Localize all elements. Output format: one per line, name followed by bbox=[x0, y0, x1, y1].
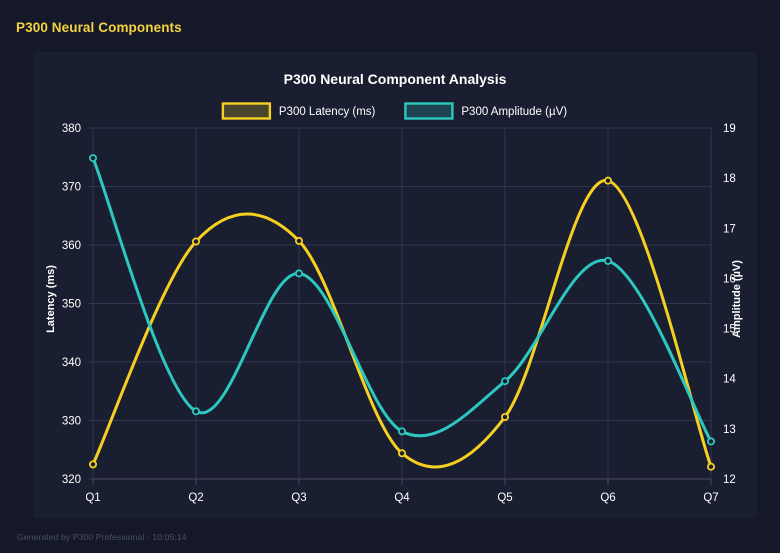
x-axis-tick: Q3 bbox=[291, 492, 306, 504]
x-axis-tick: Q7 bbox=[703, 492, 718, 504]
chart-title: P300 Neural Component Analysis bbox=[284, 71, 507, 87]
data-point[interactable] bbox=[500, 377, 509, 386]
left-axis-tick: 350 bbox=[62, 299, 81, 311]
right-axis-tick: 19 bbox=[723, 123, 736, 135]
right-axis-tick: 13 bbox=[723, 424, 736, 436]
x-axis-tick: Q4 bbox=[394, 492, 410, 504]
right-axis-tick: 15 bbox=[723, 324, 736, 336]
series-lines bbox=[89, 154, 716, 471]
data-point[interactable] bbox=[707, 462, 716, 471]
left-axis-title: Latency (ms) bbox=[45, 265, 57, 333]
series-2 bbox=[89, 154, 716, 446]
data-point[interactable] bbox=[191, 407, 200, 416]
x-axis-tick: Q1 bbox=[85, 492, 100, 504]
footer-text: Generated by P300 Professional - 10:05:1… bbox=[17, 532, 187, 542]
left-axis: 320 330 340 350 360 370 380 bbox=[62, 123, 93, 486]
left-axis-tick: 340 bbox=[62, 357, 81, 369]
chart-card: P300 Neural Component Analysis P300 Late… bbox=[33, 52, 757, 518]
data-point[interactable] bbox=[604, 256, 613, 265]
left-axis-tick: 380 bbox=[62, 123, 81, 135]
data-point[interactable] bbox=[89, 460, 98, 469]
left-axis-tick: 330 bbox=[62, 416, 81, 428]
x-axis-tick: Q2 bbox=[188, 492, 203, 504]
legend-item[interactable]: P300 Amplitude (µV) bbox=[404, 102, 567, 120]
x-axis: Q1 Q2 Q3 Q4 Q5 Q6 Q7 bbox=[85, 478, 719, 504]
right-axis-tick: 12 bbox=[723, 474, 736, 486]
legend-item[interactable]: P300 Latency (ms) bbox=[221, 102, 376, 120]
chart-legend: P300 Latency (ms) P300 Amplitude (µV) bbox=[221, 102, 567, 120]
right-axis-tick: 17 bbox=[723, 223, 736, 235]
data-point[interactable] bbox=[604, 176, 613, 185]
grid-lines bbox=[92, 127, 712, 480]
right-axis-tick: 14 bbox=[723, 374, 736, 386]
x-axis-tick: Q6 bbox=[600, 492, 615, 504]
data-point[interactable] bbox=[397, 449, 406, 458]
right-axis-tick: 18 bbox=[723, 173, 736, 185]
data-point[interactable] bbox=[89, 154, 98, 163]
page-title: P300 Neural Components bbox=[16, 20, 182, 35]
p300-line-chart: P300 Neural Component Analysis P300 Late… bbox=[45, 71, 743, 504]
right-axis: 12 13 14 15 16 17 18 19 bbox=[710, 123, 736, 486]
x-axis-tick: Q5 bbox=[497, 492, 512, 504]
legend-label: P300 Latency (ms) bbox=[279, 106, 376, 118]
left-axis-tick: 370 bbox=[62, 182, 81, 194]
series-1 bbox=[89, 176, 716, 471]
data-point[interactable] bbox=[500, 412, 509, 421]
data-point[interactable] bbox=[707, 437, 716, 446]
data-point[interactable] bbox=[397, 427, 406, 436]
left-axis-tick: 320 bbox=[62, 474, 81, 486]
right-axis-title: Amplitude (µV) bbox=[731, 260, 743, 338]
right-axis-tick: 16 bbox=[723, 273, 736, 285]
legend-label: P300 Amplitude (µV) bbox=[461, 106, 567, 118]
data-point[interactable] bbox=[294, 269, 303, 278]
legend-swatch bbox=[404, 102, 454, 120]
legend-swatch bbox=[221, 102, 272, 120]
data-point[interactable] bbox=[294, 236, 303, 245]
data-point[interactable] bbox=[191, 237, 200, 246]
left-axis-tick: 360 bbox=[62, 240, 81, 252]
